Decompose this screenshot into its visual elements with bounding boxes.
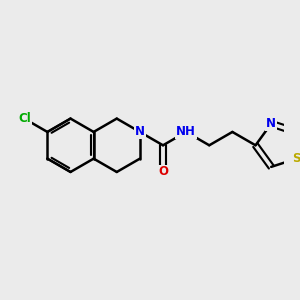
Text: N: N — [135, 125, 145, 138]
Text: Cl: Cl — [18, 112, 31, 125]
Text: NH: NH — [176, 125, 196, 138]
Text: O: O — [158, 166, 168, 178]
Text: N: N — [266, 117, 276, 130]
Text: S: S — [292, 152, 300, 165]
